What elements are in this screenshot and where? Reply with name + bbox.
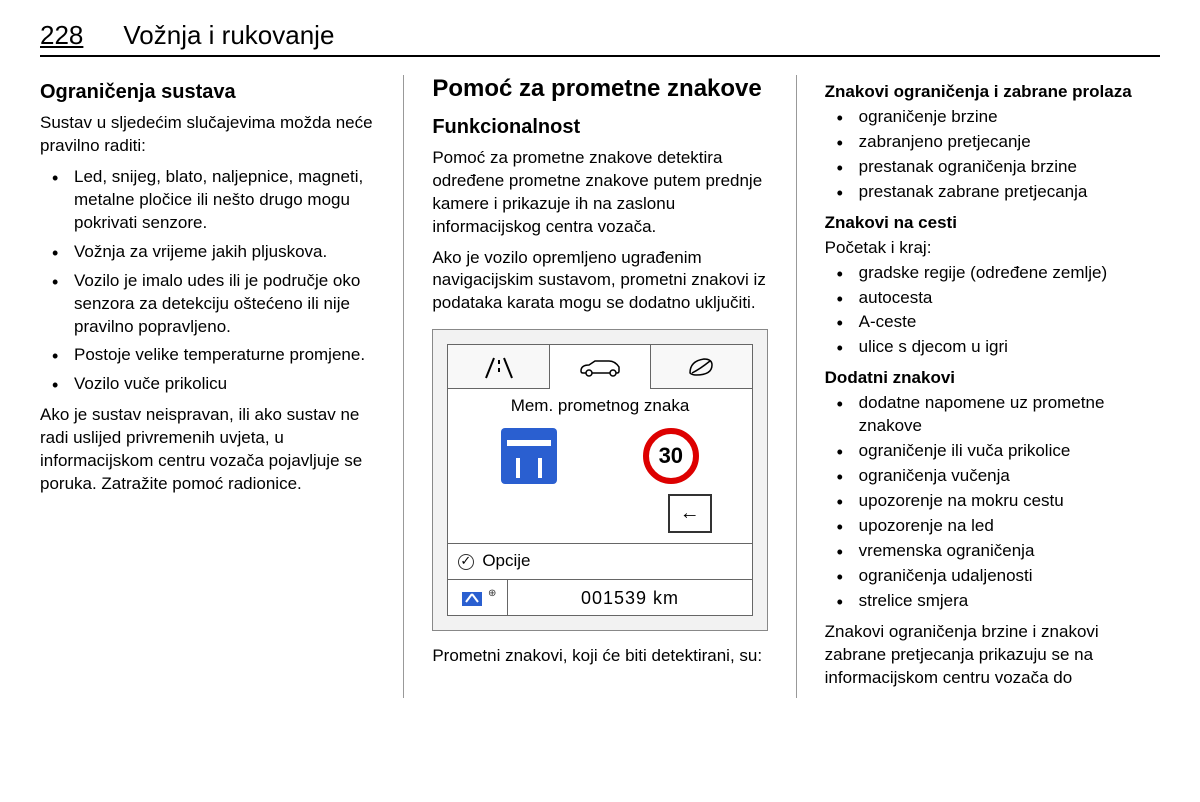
list-item: Led, snijeg, blato, naljepnice, magneti,…: [40, 166, 375, 235]
options-label: Opcije: [482, 550, 530, 573]
leaf-icon: [686, 355, 716, 379]
limitations-heading: Ograničenja sustava: [40, 79, 375, 106]
page-number: 228: [40, 20, 83, 51]
arrow-row: ←: [448, 494, 751, 543]
dic-display: Mem. prometnog znaka 30 ← Opcije: [432, 329, 767, 631]
column-3: Znakovi ograničenja i zabrane prolaza og…: [825, 75, 1160, 698]
column-1: Ograničenja sustava Sustav u sljedećim s…: [40, 75, 375, 698]
screen-title: Mem. prometnog znaka: [448, 389, 751, 424]
col3-outro: Znakovi ograničenja brzine i znakovi zab…: [825, 621, 1160, 690]
page-header: 228 Vožnja i rukovanje: [40, 20, 1160, 57]
limitations-outro: Ako je sustav neispravan, ili ako sustav…: [40, 404, 375, 496]
sign-row: 30: [448, 424, 751, 494]
column-separator: [796, 75, 797, 698]
list-item: autocesta: [825, 287, 1160, 310]
signs-limit-list: ograničenje brzine zabranjeno pretjecanj…: [825, 106, 1160, 204]
svg-text:⊕: ⊕: [488, 588, 496, 599]
odometer-value: 001539 km: [508, 580, 751, 615]
traffic-sign-heading: Pomoć za prometne znakove: [432, 75, 767, 104]
tab-row: [448, 345, 751, 389]
column-separator: [403, 75, 404, 698]
list-item: gradske regije (određene zemlje): [825, 262, 1160, 285]
list-item: zabranjeno pretjecanje: [825, 131, 1160, 154]
list-item: prestanak ograničenja brzine: [825, 156, 1160, 179]
list-item: ulice s djecom u igri: [825, 336, 1160, 359]
list-item: A-ceste: [825, 311, 1160, 334]
speed-limit-sign: 30: [643, 428, 699, 484]
road-signs-heading: Znakovi na cesti: [825, 212, 1160, 235]
tab-eco: [651, 345, 751, 389]
dic-screen: Mem. prometnog znaka 30 ← Opcije: [447, 344, 752, 616]
road-signs-sub: Početak i kraj:: [825, 237, 1160, 260]
back-arrow-icon: ←: [668, 494, 712, 533]
list-item: ograničenja vučenja: [825, 465, 1160, 488]
tab-lane: [448, 345, 549, 389]
list-item: strelice smjera: [825, 590, 1160, 613]
column-2: Pomoć za prometne znakove Funkcionalnost…: [432, 75, 767, 698]
functionality-p1: Pomoć za prometne znakove detektira odre…: [432, 147, 767, 239]
check-icon: [458, 554, 474, 570]
highway-sign-icon: [501, 428, 557, 484]
limitations-list: Led, snijeg, blato, naljepnice, magneti,…: [40, 166, 375, 396]
functionality-p2: Ako je vozilo opremljeno ugrađenim navig…: [432, 247, 767, 316]
car-icon: [575, 355, 625, 379]
list-item: ograničenja udaljenosti: [825, 565, 1160, 588]
list-item: Postoje velike temperaturne promjene.: [40, 344, 375, 367]
road-signs-list: gradske regije (određene zemlje) autoces…: [825, 262, 1160, 360]
list-item: dodatne napomene uz prometne znakove: [825, 392, 1160, 438]
tab-car: [550, 345, 651, 389]
list-item: upozorenje na mokru cestu: [825, 490, 1160, 513]
list-item: Vožnja za vrijeme jakih pljuskova.: [40, 241, 375, 264]
chapter-title: Vožnja i rukovanje: [123, 20, 334, 51]
odometer-row: ⊕ 001539 km: [448, 579, 751, 615]
list-item: ograničenje brzine: [825, 106, 1160, 129]
lane-icon: [482, 354, 516, 380]
list-item: Vozilo vuče prikolicu: [40, 373, 375, 396]
additional-signs-heading: Dodatni znakovi: [825, 367, 1160, 390]
signs-limit-heading: Znakovi ograničenja i zabrane prolaza: [825, 81, 1160, 104]
additional-signs-list: dodatne napomene uz prometne znakove ogr…: [825, 392, 1160, 612]
list-item: Vozilo je imalo udes ili je područje oko…: [40, 270, 375, 339]
content-columns: Ograničenja sustava Sustav u sljedećim s…: [40, 75, 1160, 698]
options-row: Opcije: [448, 543, 751, 579]
list-item: prestanak zabrane pretjecanja: [825, 181, 1160, 204]
list-item: vremenska ograničenja: [825, 540, 1160, 563]
list-item: ograničenje ili vuča prikolice: [825, 440, 1160, 463]
limitations-intro: Sustav u sljedećim slučajevima možda neć…: [40, 112, 375, 158]
functionality-heading: Funkcionalnost: [432, 114, 767, 141]
display-caption: Prometni znakovi, koji će biti detektira…: [432, 645, 767, 668]
odometer-icon: ⊕: [448, 580, 508, 615]
list-item: upozorenje na led: [825, 515, 1160, 538]
